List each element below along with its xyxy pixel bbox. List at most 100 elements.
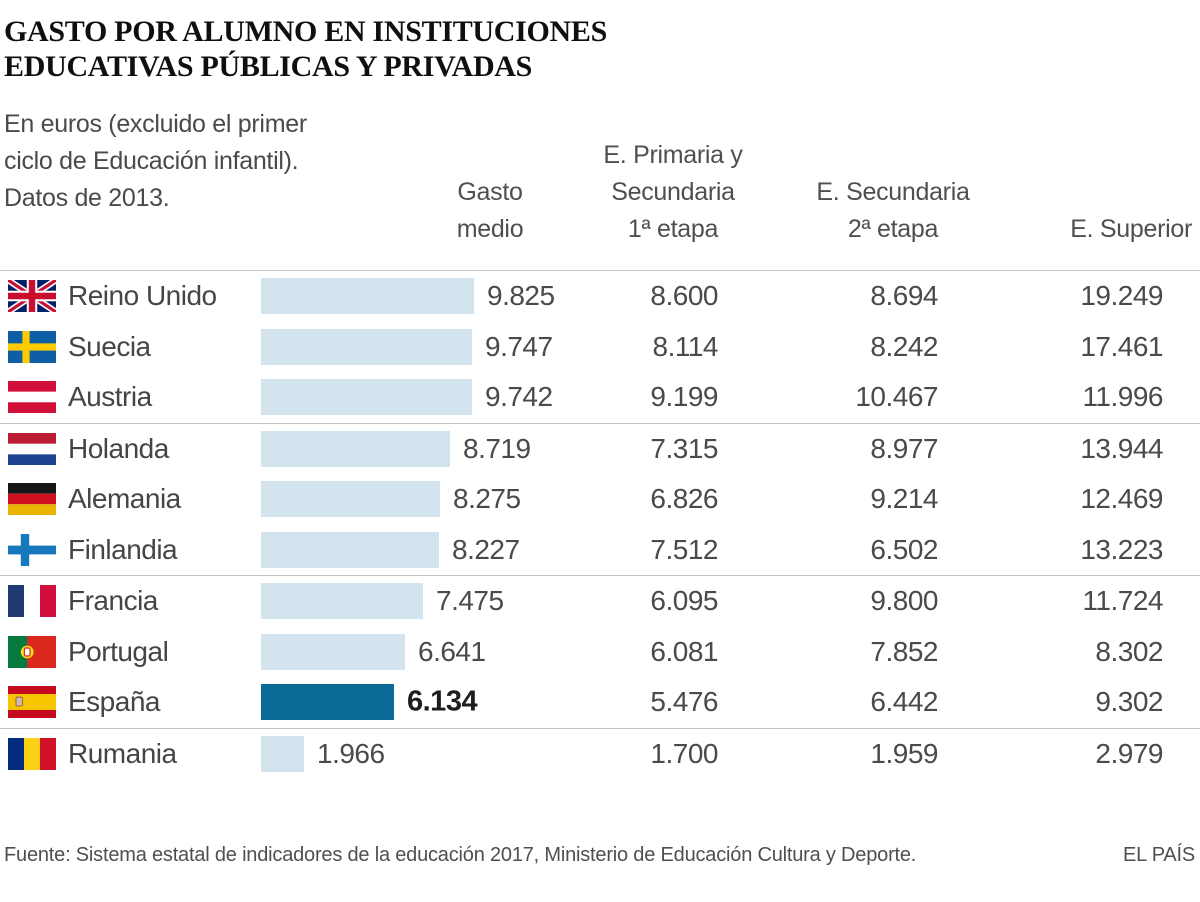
value-superior: 2.979 [1095, 737, 1163, 769]
table-row: Alemania 8.275 6.826 9.214 12.469 [0, 474, 1200, 525]
country-label: Rumania [68, 737, 177, 769]
value-gasto-medio: 8.719 [463, 432, 531, 464]
table-row: Austria 9.742 9.199 10.467 11.996 [0, 372, 1200, 423]
value-primaria-secundaria1: 7.512 [650, 533, 718, 565]
flag-icon-suecia [8, 330, 56, 363]
column-header-secundaria2: E. Secundaria 2ª etapa [816, 178, 970, 243]
value-secundaria2: 8.977 [870, 432, 938, 464]
bar-gasto-medio [261, 328, 472, 365]
chart-subtitle-line2: ciclo de Educación infantil). [4, 147, 299, 175]
country-label: Holanda [68, 432, 169, 464]
table-row: Holanda 8.719 7.315 8.977 13.944 [0, 424, 1200, 475]
flag-icon-austria [8, 381, 56, 413]
country-label: España [68, 686, 160, 718]
value-secundaria2: 8.694 [870, 280, 938, 312]
value-superior: 13.944 [1080, 432, 1163, 464]
row-group: Rumania 1.966 1.700 1.959 2.979 [0, 727, 1200, 780]
source-note: Fuente: Sistema estatal de indicadores d… [4, 844, 917, 866]
country-table: Reino Unido 9.825 8.600 8.694 19.249 Suecia 9.… [0, 270, 1200, 779]
country-label: Finlandia [68, 533, 178, 565]
bar-gasto-medio-highlight [261, 684, 394, 720]
bar-gasto-medio [261, 278, 474, 314]
country-label: Reino Unido [68, 280, 217, 312]
value-superior: 8.302 [1095, 635, 1163, 667]
value-superior: 13.223 [1080, 533, 1163, 565]
chart-title: GASTO POR ALUMNO EN INSTITUCIONES EDUCAT… [4, 14, 607, 84]
value-primaria-secundaria1: 9.199 [650, 381, 718, 413]
chart-title-line1: GASTO POR ALUMNO EN INSTITUCIONES [4, 15, 608, 48]
table-row: Portugal 6.641 6.081 7.852 8.302 [0, 627, 1200, 678]
value-gasto-medio: 9.747 [485, 330, 553, 362]
table-row: Reino Unido 9.825 8.600 8.694 19.249 [0, 271, 1200, 322]
country-label: Portugal [68, 635, 169, 667]
column-header-gasto-medio: Gasto medio [456, 178, 524, 243]
column-headers: Gasto medio E. Primaria y Secundaria 1ª … [0, 132, 1200, 254]
value-primaria-secundaria1: 6.081 [650, 635, 718, 667]
row-group: Holanda 8.719 7.315 8.977 13.944 Alemania 8.27… [0, 422, 1200, 576]
country-label: Alemania [68, 483, 181, 515]
bar-gasto-medio [261, 531, 439, 568]
chart-subtitle: En euros (excluido el primer ciclo de Ed… [4, 106, 307, 217]
value-secundaria2: 1.959 [870, 737, 938, 769]
flag-icon-rumania [8, 737, 56, 770]
value-superior: 17.461 [1080, 330, 1163, 362]
bar-gasto-medio [261, 379, 472, 415]
chart-subtitle-line3: Datos de 2013. [4, 184, 170, 212]
flag-icon-reino-unido [8, 280, 56, 312]
table-row: Finlandia 8.227 7.512 6.502 13.223 [0, 525, 1200, 576]
bar-gasto-medio [261, 481, 440, 517]
chart-subtitle-line1: En euros (excluido el primer [4, 110, 307, 138]
value-superior: 9.302 [1095, 686, 1163, 718]
value-superior: 19.249 [1080, 280, 1163, 312]
value-secundaria2: 8.242 [870, 330, 938, 362]
flag-icon-finlandia [8, 533, 56, 566]
value-gasto-medio: 9.742 [485, 381, 553, 413]
value-superior: 12.469 [1080, 483, 1163, 515]
bar-gasto-medio [261, 633, 405, 670]
value-primaria-secundaria1: 8.600 [650, 280, 718, 312]
value-primaria-secundaria1: 6.826 [650, 483, 718, 515]
value-primaria-secundaria1: 8.114 [652, 330, 719, 362]
value-superior: 11.996 [1082, 381, 1163, 413]
table-row: España 6.134 5.476 6.442 9.302 [0, 677, 1200, 728]
bar-gasto-medio [261, 430, 450, 467]
table-row: Rumania 1.966 1.700 1.959 2.979 [0, 729, 1200, 780]
flag-icon-francia [8, 585, 56, 617]
value-primaria-secundaria1: 6.095 [650, 585, 718, 617]
flag-icon-alemania [8, 483, 56, 515]
value-secundaria2: 6.502 [870, 533, 938, 565]
row-group: Francia 7.475 6.095 9.800 11.724 Portugal 6.64… [0, 575, 1200, 728]
column-header-superior: E. Superior [1070, 215, 1192, 243]
value-primaria-secundaria1: 5.476 [650, 686, 718, 718]
column-header-primaria-secundaria1: E. Primaria y Secundaria 1ª etapa [603, 141, 743, 243]
value-primaria-secundaria1: 1.700 [650, 737, 718, 769]
table-row: Suecia 9.747 8.114 8.242 17.461 [0, 322, 1200, 373]
bar-gasto-medio [261, 735, 304, 772]
flag-icon-portugal [8, 635, 56, 668]
value-gasto-medio: 6.134 [407, 685, 478, 718]
publisher-credit: EL PAÍS [1123, 844, 1195, 866]
bar-gasto-medio [261, 583, 423, 619]
value-secundaria2: 6.442 [870, 686, 938, 718]
country-label: Suecia [68, 330, 151, 362]
value-primaria-secundaria1: 7.315 [650, 432, 718, 464]
value-gasto-medio: 1.966 [317, 737, 385, 769]
value-gasto-medio: 8.275 [453, 483, 521, 515]
value-secundaria2: 9.800 [870, 585, 938, 617]
flag-icon-holanda [8, 432, 56, 465]
table-row: Francia 7.475 6.095 9.800 11.724 [0, 576, 1200, 627]
value-gasto-medio: 6.641 [418, 635, 486, 667]
flag-icon-espana [8, 686, 56, 718]
value-gasto-medio: 7.475 [436, 585, 504, 617]
row-group: Reino Unido 9.825 8.600 8.694 19.249 Suecia 9.… [0, 270, 1200, 423]
country-label: Francia [68, 585, 158, 617]
value-secundaria2: 7.852 [870, 635, 938, 667]
value-gasto-medio: 9.825 [487, 280, 555, 312]
value-secundaria2: 9.214 [870, 483, 938, 515]
value-gasto-medio: 8.227 [452, 533, 520, 565]
footer: Fuente: Sistema estatal de indicadores d… [0, 844, 1200, 874]
country-label: Austria [68, 381, 152, 413]
value-secundaria2: 10.467 [855, 381, 938, 413]
chart-title-line2: EDUCATIVAS PÚBLICAS Y PRIVADAS [4, 50, 533, 83]
